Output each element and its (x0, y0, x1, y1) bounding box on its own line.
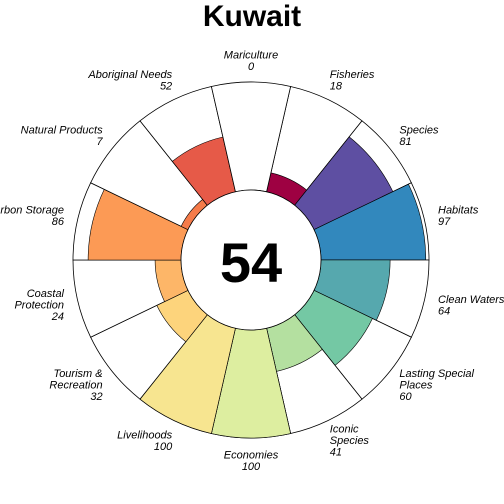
label-group: Fisheries 18 Species 81 Habitats 97 Clean Wate… (0, 49, 504, 473)
petal-label-habitats: Habitats 97 (438, 205, 479, 229)
petal-label-clean-waters: Clean Waters 64 (438, 294, 504, 318)
petal-label-livelihoods: Livelihoods 100 (117, 429, 173, 453)
petal-label-natural-products: Natural Products 7 (21, 125, 104, 149)
petal-label-species: Species 81 (399, 125, 439, 149)
center-score: 54 (220, 231, 282, 294)
petal-label-economies: Economies 100 (224, 449, 279, 473)
petal-group (72, 81, 430, 439)
center-circle (180, 189, 322, 331)
petal-label-iconic-species: Iconic Species 41 (330, 424, 370, 459)
petal-label-coastal-protection: Coastal Protection 24 (14, 288, 64, 323)
petal-label-tourism-and-recreation: Tourism & Recreation 32 (49, 368, 102, 403)
petal-label-lasting-special-places: Lasting Special Places 60 (399, 368, 474, 403)
petal-label-aboriginal-needs: Aboriginal Needs 52 (87, 69, 172, 93)
petal-label-fisheries: Fisheries 18 (330, 69, 375, 93)
petal-label-mariculture: Mariculture 0 (224, 49, 278, 73)
chart-title: Kuwait (203, 0, 301, 33)
